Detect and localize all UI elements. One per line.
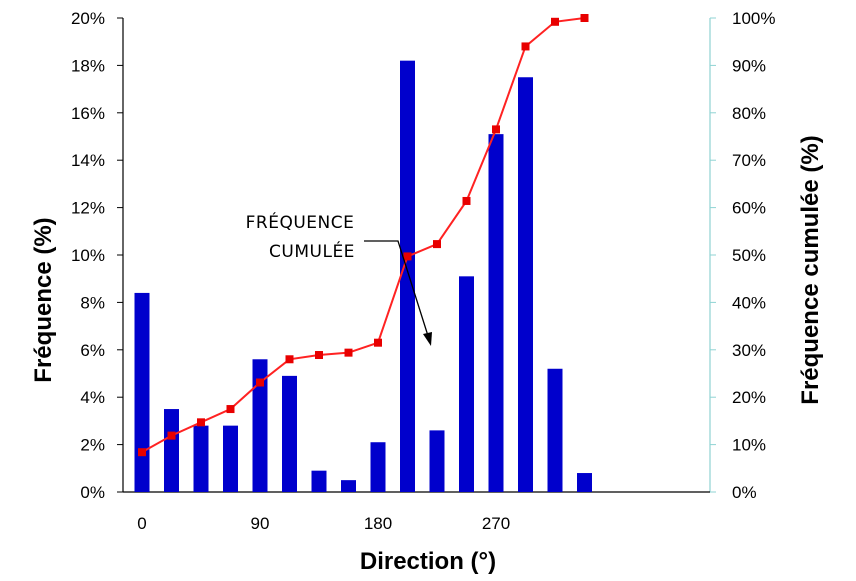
plot-frame (122, 18, 711, 493)
bar (400, 60, 415, 492)
cumulative-point (167, 431, 176, 440)
left-axis-ticks: 0% 2% 4% 6% 8% 10% 12% 14% 16% 18% 20% (71, 9, 123, 502)
bar-series (134, 60, 592, 492)
bar (311, 470, 327, 492)
cumulative-line (141, 17, 585, 454)
cumulative-point (256, 378, 264, 387)
bar (547, 368, 563, 492)
cumulative-line-series (138, 14, 589, 457)
y-tick-label: 4% (80, 388, 105, 407)
bar (223, 425, 238, 492)
annotation-line-1: FRÉQUENCE (246, 211, 355, 233)
cumulative-point (403, 252, 412, 261)
bar (193, 425, 209, 492)
cumulative-point (462, 196, 471, 205)
bar (164, 409, 179, 492)
y2-tick-label: 80% (732, 104, 766, 123)
annotation-leader-line (364, 240, 430, 340)
y-tick-label: 14% (71, 151, 105, 170)
y2-tick-label: 50% (732, 246, 766, 265)
y2-tick-label: 10% (732, 436, 766, 455)
cumulative-point (551, 17, 559, 26)
y-tick-label: 18% (71, 56, 105, 75)
bar (429, 430, 445, 492)
right-axis-ticks: 0% 10% 20% 30% 40% 50% 60% 70% 80% 90% 100% (710, 9, 775, 502)
y-tick-label: 0% (80, 483, 105, 502)
y-tick-label: 12% (71, 199, 105, 218)
y-tick-label: 6% (80, 341, 105, 360)
y2-tick-label: 40% (732, 293, 766, 312)
cumulative-point (433, 240, 441, 249)
y-tick-label: 8% (80, 293, 105, 312)
cumulative-point (374, 338, 382, 347)
cumulative-point (492, 125, 500, 134)
bar (134, 292, 150, 492)
bar (459, 276, 474, 492)
cumulative-point (344, 348, 353, 357)
y2-axis-title: Fréquence cumulée (%) (797, 135, 824, 404)
y2-tick-label: 70% (732, 151, 766, 170)
bar (518, 77, 533, 492)
cumulative-point (580, 14, 589, 22)
y2-tick-label: 90% (732, 56, 766, 75)
bar (341, 480, 356, 492)
annotation-arrowhead (423, 332, 432, 346)
y-axis-title: Fréquence (%) (30, 217, 57, 382)
cumulative-point (197, 418, 205, 427)
y-tick-label: 16% (71, 104, 105, 123)
cumulative-point (226, 405, 235, 414)
y-tick-label: 20% (71, 9, 105, 28)
x-axis-ticks: 0 90 180 270 (137, 514, 510, 533)
cumulative-point (315, 351, 323, 360)
y-tick-label: 10% (71, 246, 105, 265)
x-axis-title: Direction (°) (360, 548, 496, 575)
bar (370, 442, 386, 492)
x-tick-label: 90 (251, 514, 270, 533)
x-tick-label: 180 (364, 514, 392, 533)
bar (282, 375, 297, 492)
y2-tick-label: 30% (732, 341, 766, 360)
cumulative-point (285, 355, 294, 364)
bar (252, 359, 268, 492)
cumulative-point (138, 448, 146, 457)
y2-tick-label: 0% (732, 483, 757, 502)
x-tick-label: 0 (137, 514, 146, 533)
y-tick-label: 2% (80, 436, 105, 455)
annotation: FRÉQUENCE CUMULÉE (246, 211, 432, 346)
annotation-line-2: CUMULÉE (269, 240, 355, 262)
x-tick-label: 270 (482, 514, 510, 533)
cumulative-point (521, 42, 530, 51)
bar (488, 134, 504, 492)
y2-tick-label: 100% (732, 9, 775, 28)
y2-tick-label: 20% (732, 388, 766, 407)
y2-tick-label: 60% (732, 199, 766, 218)
bar (577, 473, 592, 492)
